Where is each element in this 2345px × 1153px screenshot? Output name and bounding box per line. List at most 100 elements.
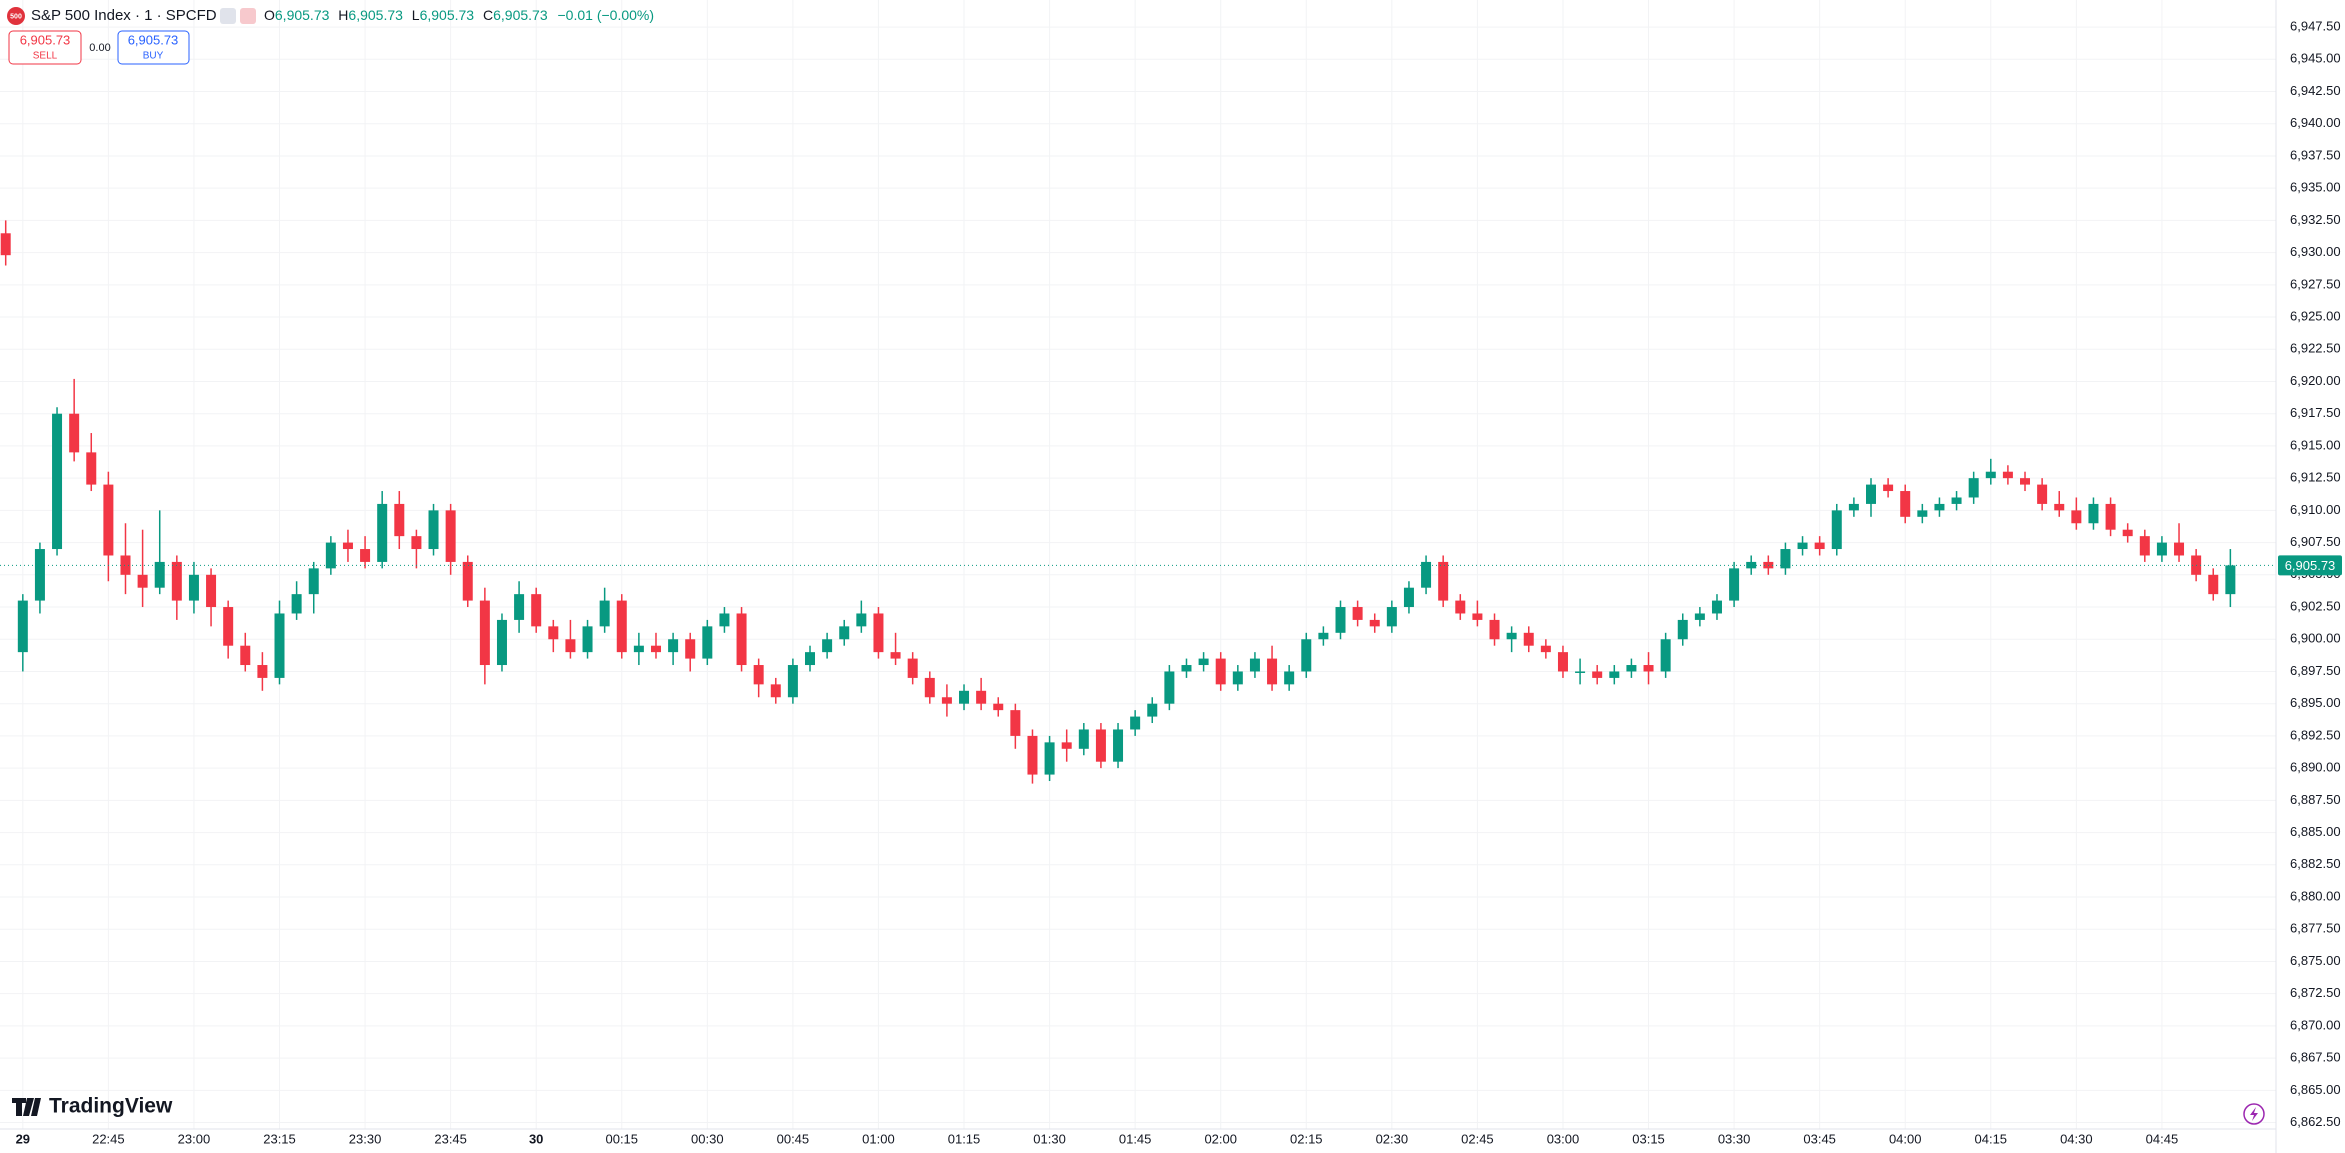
x-tick-label: 04:00 <box>1889 1131 1922 1146</box>
candle-body <box>1660 639 1671 672</box>
candle-body <box>1848 503 1859 511</box>
candle-body <box>496 619 507 666</box>
candle-body <box>377 503 388 562</box>
candle-body <box>1575 671 1586 673</box>
candle-body <box>873 613 884 653</box>
candle-body <box>668 639 679 653</box>
candle-body <box>188 574 199 601</box>
candle-body <box>1301 639 1312 672</box>
y-tick-label: 6,935.00 <box>2290 180 2341 195</box>
y-tick-label: 6,875.00 <box>2290 953 2341 968</box>
y-tick-label: 6,900.00 <box>2290 631 2341 646</box>
x-tick-label: 03:00 <box>1547 1131 1580 1146</box>
candle-body <box>719 613 730 627</box>
candle-body <box>1985 471 1996 479</box>
candle-body <box>1249 658 1260 672</box>
x-tick-label: 30 <box>529 1131 543 1146</box>
candle-body <box>1267 658 1278 685</box>
x-tick-label: 23:30 <box>349 1131 382 1146</box>
candle-body <box>308 568 319 595</box>
candle-body <box>1540 645 1551 653</box>
candle-body <box>1403 587 1414 608</box>
candle-body <box>1164 671 1175 704</box>
y-tick-label: 6,915.00 <box>2290 437 2341 452</box>
y-tick-label: 6,882.50 <box>2290 856 2341 871</box>
y-tick-label: 6,902.50 <box>2290 598 2341 613</box>
candle-body <box>0 233 11 256</box>
candle-body <box>1472 613 1483 620</box>
candle-body <box>2174 542 2185 556</box>
candle-body <box>770 684 781 698</box>
lightning-button[interactable] <box>2243 1103 2265 1125</box>
y-tick-label: 6,867.50 <box>2290 1050 2341 1065</box>
buy-button[interactable] <box>117 30 190 65</box>
candle-body <box>2054 503 2065 511</box>
candle-body <box>240 645 251 666</box>
candle-body <box>2139 536 2150 556</box>
icon-settings[interactable] <box>240 8 256 24</box>
candle-body <box>1523 632 1534 646</box>
candle-body <box>86 452 97 485</box>
legend-header: 500 S&P 500 Index · 1 · SPCFD O6,905.73 … <box>7 7 654 65</box>
candle-body <box>1729 568 1740 601</box>
candle-body <box>1044 742 1055 775</box>
ohlc-label: L <box>412 7 420 23</box>
candle-body <box>822 639 833 653</box>
y-tick-label: 6,895.00 <box>2290 695 2341 710</box>
ohlc-value: 6,905.73 <box>493 7 548 23</box>
candle-body <box>1917 510 1928 517</box>
candle-body <box>650 645 661 653</box>
y-tick-label: 6,865.00 <box>2290 1082 2341 1097</box>
candle-body <box>1609 671 1620 678</box>
y-tick-label: 6,925.00 <box>2290 308 2341 323</box>
y-tick-label: 6,862.50 <box>2290 1114 2341 1129</box>
y-tick-label: 6,912.50 <box>2290 470 2341 485</box>
brand-logo: TradingView <box>12 1095 173 1118</box>
candle-body <box>1968 478 1979 498</box>
x-tick-label: 00:15 <box>605 1131 638 1146</box>
candle-body <box>479 600 490 666</box>
icon-eye[interactable] <box>220 8 236 24</box>
candle-body <box>959 690 970 704</box>
y-tick-label: 6,897.50 <box>2290 663 2341 678</box>
y-tick-label: 6,917.50 <box>2290 405 2341 420</box>
candle-body <box>1027 735 1038 775</box>
candle-body <box>257 665 268 678</box>
candle-body <box>1711 600 1722 614</box>
x-tick-label: 02:15 <box>1290 1131 1323 1146</box>
spread: 0.00 <box>89 42 110 54</box>
x-tick-label: 01:30 <box>1033 1131 1066 1146</box>
candle-body <box>839 626 850 640</box>
x-tick-label: 29 <box>16 1131 30 1146</box>
x-tick-label: 04:15 <box>1975 1131 2008 1146</box>
sell-label: SELL <box>33 51 58 62</box>
y-tick-label: 6,877.50 <box>2290 921 2341 936</box>
candle-body <box>1215 658 1226 685</box>
x-tick-label: 02:00 <box>1204 1131 1237 1146</box>
candle-body <box>1352 607 1363 620</box>
candle-body <box>1318 632 1329 640</box>
y-tick-label: 6,870.00 <box>2290 1017 2341 1032</box>
badge-text: 500 <box>10 13 22 20</box>
candle-body <box>616 600 627 653</box>
x-tick-label: 03:30 <box>1718 1131 1751 1146</box>
candle-body <box>976 690 987 704</box>
sell-button[interactable] <box>8 30 82 65</box>
candle-body <box>787 665 798 698</box>
candle-body <box>1010 710 1021 736</box>
candle-body <box>582 626 593 653</box>
candle-body <box>1934 503 1945 511</box>
y-tick-label: 6,910.00 <box>2290 502 2341 517</box>
candle-body <box>394 503 405 537</box>
candle-body <box>1369 619 1380 627</box>
candle-body <box>753 665 764 685</box>
ohlc-value: 6,905.73 <box>348 7 403 23</box>
candle-body <box>941 697 952 704</box>
candle-body <box>702 626 713 659</box>
y-tick-label: 6,890.00 <box>2290 760 2341 775</box>
ohlc-label: C <box>483 7 493 23</box>
candle-body <box>342 542 353 550</box>
ohlc-value: 6,905.73 <box>275 7 330 23</box>
candle-body <box>411 536 422 550</box>
x-tick-label: 04:45 <box>2146 1131 2179 1146</box>
